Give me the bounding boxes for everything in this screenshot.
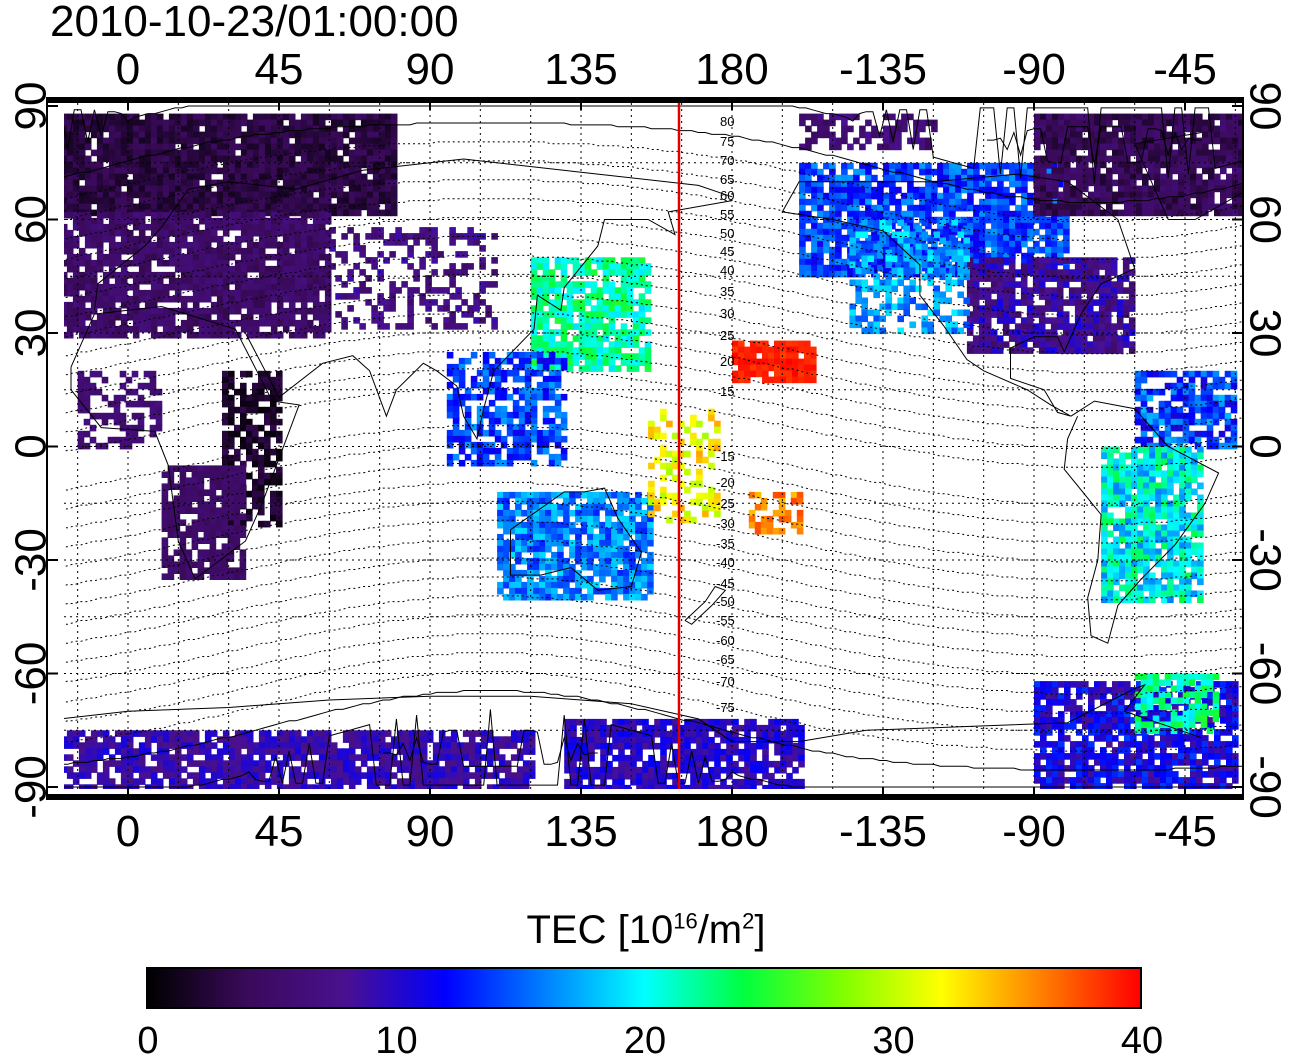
contour-label: -60 bbox=[716, 633, 735, 648]
contour-label: -30 bbox=[716, 516, 735, 531]
contour-label: 80 bbox=[720, 114, 734, 129]
right-lat-label: 30 bbox=[1240, 309, 1289, 358]
contour-label: 20 bbox=[720, 354, 734, 369]
contour-label: 30 bbox=[720, 306, 734, 321]
contour-label: 70 bbox=[720, 153, 734, 168]
colorbar-tick-label: 30 bbox=[872, 1021, 914, 1061]
contour-label: -25 bbox=[716, 496, 735, 511]
contour-label: -70 bbox=[716, 674, 735, 689]
tec-world-map: 8075706560555045403530252015-15-20-25-30… bbox=[0, 0, 1292, 900]
contour-label: -45 bbox=[716, 576, 735, 591]
top-lon-label: -45 bbox=[1153, 45, 1217, 94]
bottom-lon-label: 180 bbox=[695, 807, 768, 856]
bottom-lon-label: -45 bbox=[1153, 807, 1217, 856]
top-lon-label: -90 bbox=[1002, 45, 1066, 94]
right-lat-label: 60 bbox=[1240, 195, 1289, 244]
bottom-lon-label: 0 bbox=[116, 807, 140, 856]
right-lat-label: -90 bbox=[1240, 755, 1289, 819]
map-bottom-edge bbox=[47, 794, 1243, 799]
right-lat-label: 0 bbox=[1240, 434, 1289, 458]
contour-label: 45 bbox=[720, 244, 734, 259]
bottom-lon-label: 135 bbox=[544, 807, 617, 856]
contour-label: -20 bbox=[716, 475, 735, 490]
contour-label: -15 bbox=[716, 449, 735, 464]
top-lon-label: 90 bbox=[406, 45, 455, 94]
bottom-lon-label: 45 bbox=[255, 807, 304, 856]
contour-label: 75 bbox=[720, 134, 734, 149]
bottom-lon-label: 90 bbox=[406, 807, 455, 856]
contour-label: -35 bbox=[716, 536, 735, 551]
map-top-edge bbox=[47, 98, 1243, 103]
colorbar-tick-label: 10 bbox=[375, 1021, 417, 1061]
colorbar-tick-label: 0 bbox=[137, 1021, 158, 1061]
contour-label: 60 bbox=[720, 188, 734, 203]
right-lat-label: -60 bbox=[1240, 642, 1289, 706]
contour-label: 40 bbox=[720, 263, 734, 278]
contour-label: -40 bbox=[716, 555, 735, 570]
contour-label: -55 bbox=[716, 613, 735, 628]
colorbar-gradient bbox=[146, 967, 1142, 1009]
colorbar-title: TEC [1016/m2] bbox=[0, 906, 1292, 954]
contour-label: 25 bbox=[720, 328, 734, 343]
contour-label: -50 bbox=[716, 594, 735, 609]
right-lat-label: -30 bbox=[1240, 528, 1289, 592]
top-lon-label: 0 bbox=[116, 45, 140, 94]
colorbar-tick-label: 20 bbox=[624, 1021, 666, 1061]
bottom-lon-label: -90 bbox=[1002, 807, 1066, 856]
top-lon-label: 135 bbox=[544, 45, 617, 94]
contour-label: -75 bbox=[716, 700, 735, 715]
contour-label: 55 bbox=[720, 207, 734, 222]
top-lon-label: 180 bbox=[695, 45, 768, 94]
right-lat-label: 90 bbox=[1240, 82, 1289, 131]
bottom-lon-label: -135 bbox=[839, 807, 927, 856]
contour-label: 50 bbox=[720, 226, 734, 241]
contour-label: 65 bbox=[720, 172, 734, 187]
contour-label: -65 bbox=[716, 652, 735, 667]
colorbar-tick-label: 40 bbox=[1121, 1021, 1163, 1061]
top-lon-label: 45 bbox=[255, 45, 304, 94]
top-lon-label: -135 bbox=[839, 45, 927, 94]
contour-label: 15 bbox=[720, 384, 734, 399]
contour-label: 35 bbox=[720, 284, 734, 299]
